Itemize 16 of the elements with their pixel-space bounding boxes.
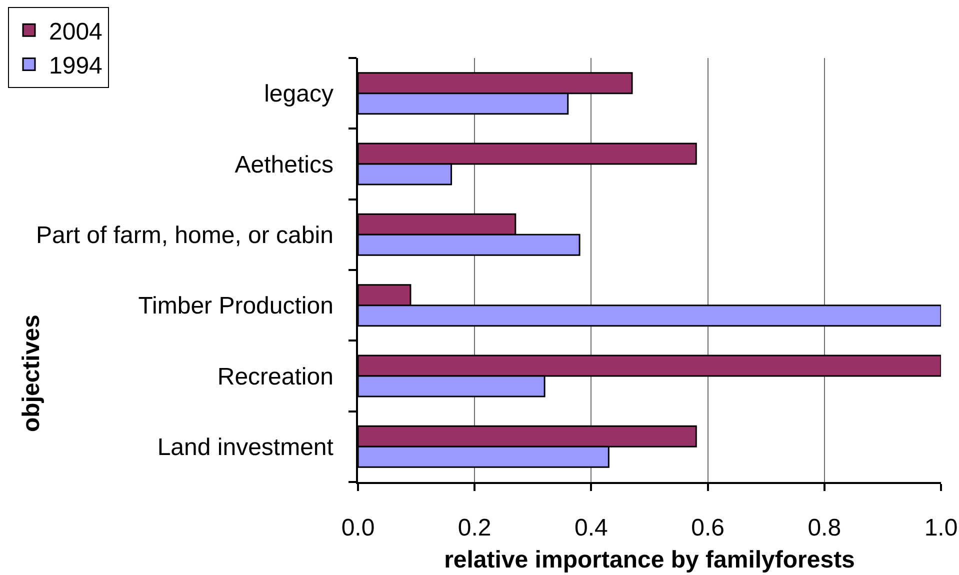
y-tick-label: Timber Production — [138, 292, 334, 320]
x-tick-label: 0.6 — [691, 514, 724, 542]
x-tick-label: 1.0 — [924, 514, 958, 542]
y-tick-label: Aethetics — [234, 151, 334, 178]
x-tick-label: 0.4 — [574, 514, 608, 542]
y-tick-label: legacy — [264, 80, 334, 108]
y-tick-label: Land investment — [157, 434, 334, 462]
legend-label: 1994 — [49, 52, 102, 80]
x-tick-label: 0.0 — [341, 514, 375, 542]
y-tick-label: Recreation — [217, 363, 334, 390]
x-tick-label: 0.8 — [808, 514, 842, 542]
x-axis-title: relative importance by familyforests — [444, 546, 855, 574]
y-tick-label: Part of farm, home, or cabin — [36, 222, 334, 250]
legend-label: 2004 — [49, 18, 102, 46]
y-axis-title: objectives — [18, 314, 45, 432]
x-tick-label: 0.2 — [458, 514, 492, 542]
